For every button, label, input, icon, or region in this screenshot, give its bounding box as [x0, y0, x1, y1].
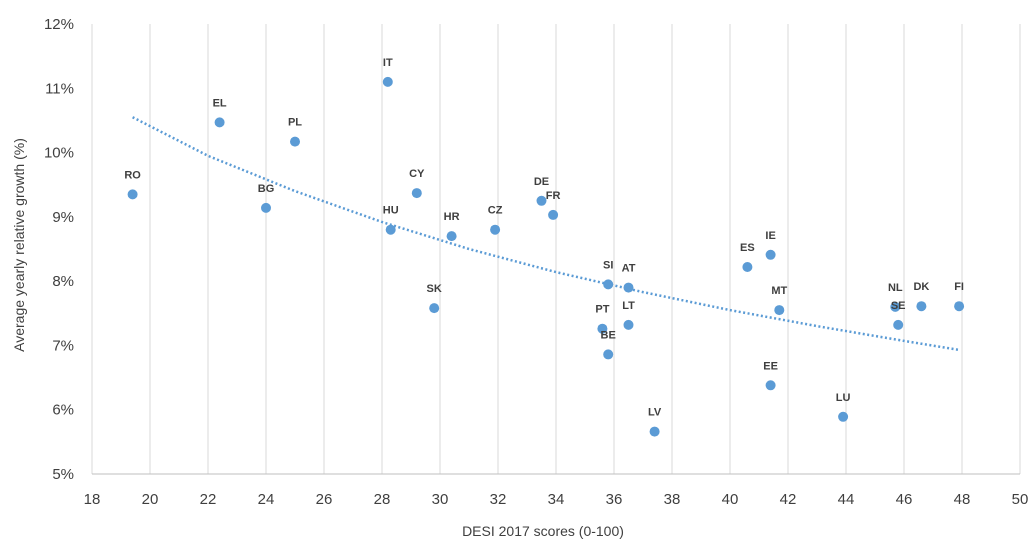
y-tick-label: 5%	[52, 466, 74, 483]
point-label-lv: LV	[648, 407, 662, 419]
y-axis-title: Average yearly relative growth (%)	[11, 138, 27, 352]
point-label-se: SE	[891, 300, 906, 312]
data-point-es	[742, 262, 753, 272]
point-label-be: BE	[601, 329, 616, 341]
x-tick-label: 22	[200, 491, 217, 508]
data-point-at	[623, 282, 634, 293]
point-label-fi: FI	[954, 281, 964, 293]
x-tick-label: 50	[1012, 491, 1029, 508]
x-tick-label: 44	[838, 491, 855, 508]
data-point-de	[536, 195, 547, 206]
point-label-it: IT	[383, 57, 393, 69]
data-point-dk	[916, 301, 927, 312]
point-label-ie: IE	[765, 230, 775, 242]
x-tick-label: 30	[432, 491, 449, 508]
x-axis-title: DESI 2017 scores (0-100)	[462, 523, 624, 539]
y-tick-label: 10%	[44, 145, 74, 162]
point-label-lu: LU	[836, 392, 851, 404]
data-point-sk	[429, 303, 440, 314]
point-label-el: EL	[213, 97, 227, 109]
point-label-lt: LT	[622, 300, 635, 312]
data-point-cz	[490, 224, 501, 235]
y-tick-label: 11%	[45, 80, 74, 97]
data-point-nl	[890, 301, 901, 312]
point-label-sk: SK	[427, 283, 442, 295]
point-label-de: DE	[534, 176, 549, 188]
x-tick-label: 28	[374, 491, 391, 508]
data-point-hr	[446, 231, 457, 242]
point-label-dk: DK	[913, 281, 929, 293]
data-point-be	[603, 349, 614, 360]
point-label-si: SI	[603, 259, 613, 271]
point-label-fr: FR	[546, 190, 561, 202]
data-point-hu	[385, 224, 396, 235]
trendline-layer	[132, 116, 960, 352]
x-tick-label: 48	[954, 491, 971, 508]
point-label-cz: CZ	[488, 205, 503, 217]
axis-layer: 18 20 22 24 26 28 30 32 34 36 38 40 42 44 46 48 50 5% 6% 7%…	[44, 16, 1028, 508]
point-label-pt: PT	[595, 304, 609, 316]
points-layer	[127, 76, 965, 437]
data-point-mt	[774, 305, 785, 316]
data-point-fi	[954, 301, 965, 312]
point-label-cy: CY	[409, 168, 425, 180]
y-tick-label: 12%	[44, 16, 74, 33]
x-tick-label: 18	[84, 491, 101, 508]
point-label-ee: EE	[763, 360, 778, 372]
point-label-ro: RO	[124, 169, 141, 181]
data-point-se	[893, 319, 904, 330]
x-tick-label: 26	[316, 491, 333, 508]
x-tick-label: 34	[548, 491, 565, 508]
x-tick-label: 40	[722, 491, 739, 508]
data-point-bg	[261, 202, 271, 213]
data-point-cy	[411, 188, 422, 199]
data-point-fr	[548, 209, 559, 220]
point-label-nl: NL	[888, 282, 903, 294]
data-point-ro	[127, 189, 138, 200]
data-point-lv	[649, 426, 660, 437]
y-tick-label: 8%	[52, 273, 74, 290]
point-labels-layer: RO EL BG PL IT HU CY SK HR CZ DE FR PT SI BE AT LT LV ES IE…	[124, 57, 964, 419]
data-point-si	[603, 279, 614, 290]
data-point-it	[382, 76, 393, 87]
trendline	[132, 116, 960, 352]
x-tick-label: 36	[606, 491, 623, 508]
x-tick-label: 46	[896, 491, 913, 508]
x-tick-label: 38	[664, 491, 681, 508]
data-point-pt	[597, 323, 608, 334]
x-tick-label: 32	[490, 491, 507, 508]
x-tick-label: 42	[780, 491, 797, 508]
data-point-el	[214, 117, 225, 128]
point-label-pl: PL	[288, 117, 302, 129]
x-tick-label: 24	[258, 491, 275, 508]
point-label-es: ES	[740, 242, 755, 254]
point-label-at: AT	[622, 263, 636, 275]
point-label-hr: HR	[444, 211, 460, 223]
grid-layer	[91, 24, 1021, 474]
data-point-pl	[290, 136, 300, 147]
y-tick-label: 7%	[52, 337, 74, 354]
point-label-hu: HU	[383, 205, 399, 217]
point-label-mt: MT	[771, 285, 787, 297]
x-tick-label: 20	[142, 491, 159, 508]
data-point-ie	[765, 249, 776, 260]
y-tick-label: 9%	[52, 209, 74, 226]
y-tick-label: 6%	[52, 402, 74, 419]
point-label-bg: BG	[258, 183, 275, 195]
data-point-lu	[838, 411, 849, 422]
data-point-lt	[623, 319, 634, 330]
data-point-ee	[765, 380, 776, 391]
